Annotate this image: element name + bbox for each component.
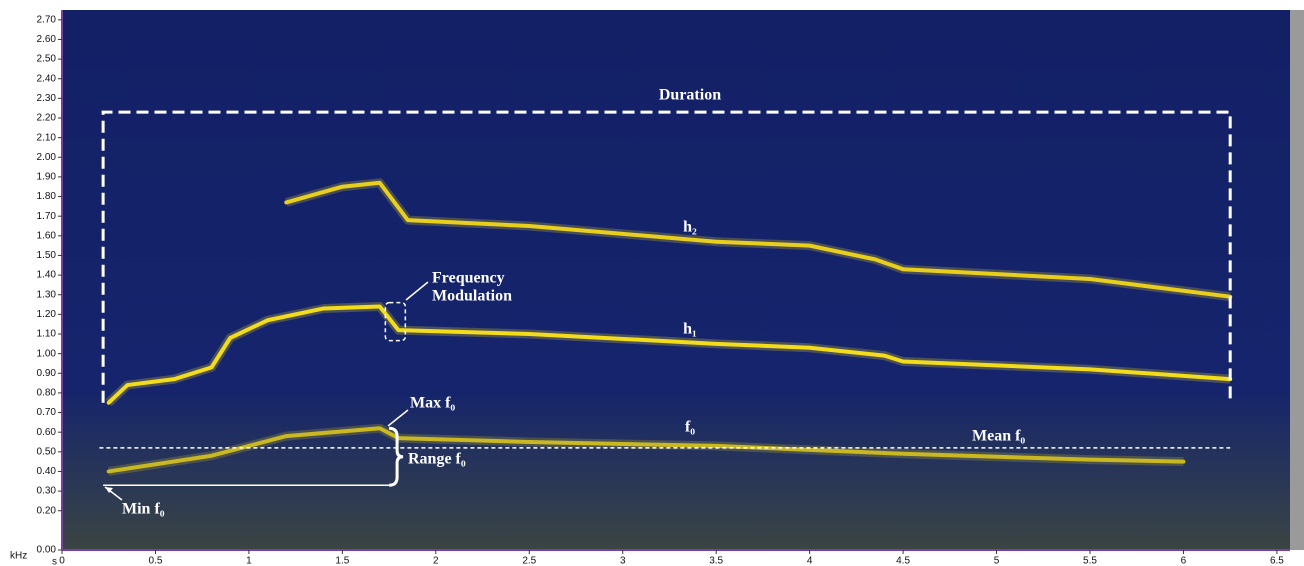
y-tick-label: 1.40 — [37, 270, 57, 281]
x-tick-label: 4.5 — [896, 556, 910, 566]
x-axis-label: s — [52, 557, 57, 566]
x-tick-label: 3 — [620, 556, 626, 566]
series-label: f₀ — [685, 419, 695, 436]
y-tick-label: 0.70 — [37, 407, 57, 418]
y-tick-label: 1.70 — [37, 211, 57, 222]
annotation: Frequency — [432, 270, 505, 287]
x-tick-label: 5 — [994, 556, 1000, 566]
scroll-bar — [1290, 10, 1304, 550]
annotation: Range f₀ — [408, 451, 466, 468]
y-tick-label: 0.60 — [37, 427, 57, 438]
y-tick-label: 1.80 — [37, 191, 57, 202]
y-tick-label: 1.30 — [37, 289, 57, 300]
y-tick-label: 2.70 — [37, 14, 57, 25]
y-tick-label: 1.10 — [37, 329, 57, 340]
x-tick-label: 2.5 — [522, 556, 536, 566]
y-tick-label: 2.40 — [37, 73, 57, 84]
x-tick-label: 0 — [59, 556, 65, 566]
series-label: h₁ — [683, 321, 697, 338]
y-axis-label: kHz — [10, 551, 27, 562]
x-tick-label: 2 — [433, 556, 439, 566]
y-tick-label: 0.20 — [37, 505, 57, 516]
x-tick-label: 0.5 — [149, 556, 163, 566]
y-tick-label: 2.60 — [37, 34, 57, 45]
y-tick-label: 0.50 — [37, 446, 57, 457]
x-tick-label: 6.5 — [1270, 556, 1284, 566]
y-tick-label: 2.50 — [37, 54, 57, 65]
y-tick-label: 0.80 — [37, 388, 57, 399]
x-tick-label: 6 — [1181, 556, 1187, 566]
y-tick-label: 2.00 — [37, 152, 57, 163]
y-tick-label: 0.40 — [37, 466, 57, 477]
annotation: Duration — [659, 87, 721, 104]
y-tick-label: 1.90 — [37, 172, 57, 183]
x-tick-label: 4 — [807, 556, 813, 566]
annotation: Max f₀ — [410, 395, 455, 412]
y-tick-label: 0.00 — [37, 545, 57, 556]
y-tick-label: 0.30 — [37, 486, 57, 497]
y-tick-label: 2.20 — [37, 113, 57, 124]
annotation: Modulation — [432, 288, 512, 305]
y-tick-label: 1.00 — [37, 348, 57, 359]
y-tick-label: 2.30 — [37, 93, 57, 104]
y-tick-label: 1.60 — [37, 230, 57, 241]
y-tick-label: 0.90 — [37, 368, 57, 379]
series-label: h₂ — [683, 219, 697, 236]
x-tick-label: 5.5 — [1083, 556, 1097, 566]
annotation: Mean f₀ — [972, 428, 1025, 445]
x-tick-label: 3.5 — [709, 556, 723, 566]
y-tick-label: 2.10 — [37, 132, 57, 143]
annotation: Min f₀ — [122, 501, 165, 518]
chart: kHz s 0.000.200.300.400.500.600.700.800.… — [0, 0, 1304, 566]
x-tick-label: 1 — [246, 556, 252, 566]
y-tick-label: 1.20 — [37, 309, 57, 320]
y-tick-label: 1.50 — [37, 250, 57, 261]
x-tick-label: 1.5 — [335, 556, 349, 566]
